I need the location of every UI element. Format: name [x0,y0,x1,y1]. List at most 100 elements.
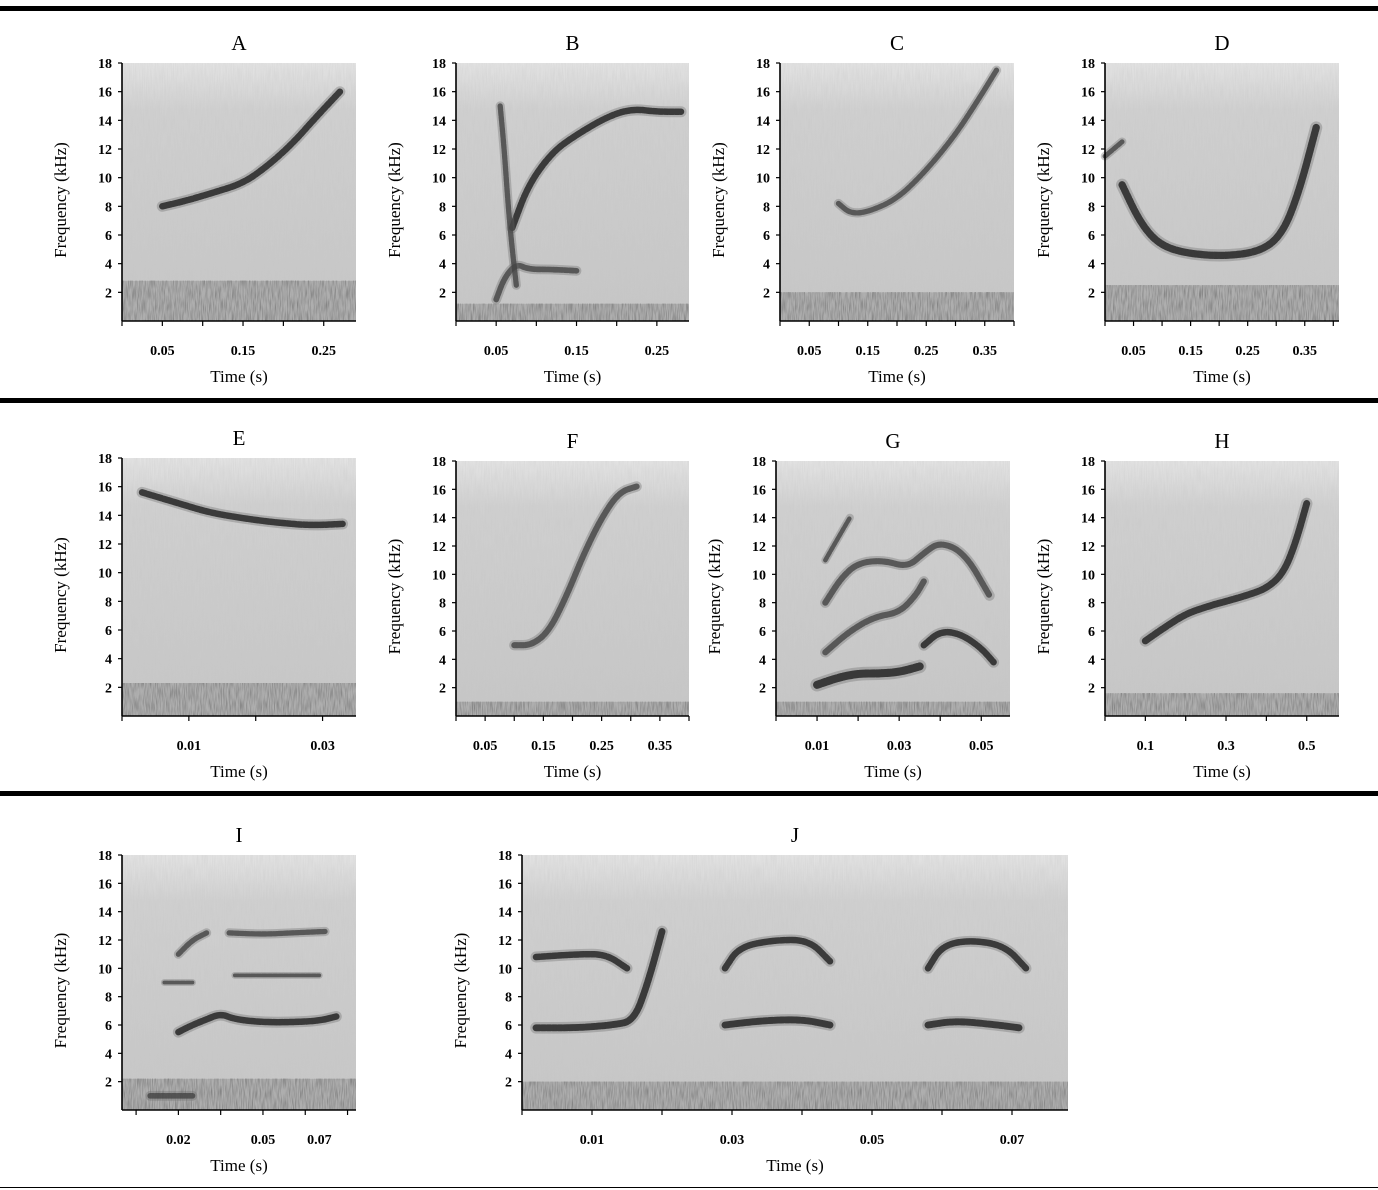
y-tick-label: 8 [105,200,112,215]
panel-title: F [567,429,579,453]
panel-j: 2 4 6 8 10 12 14 16 18 0.01 0.03 0.05 0.07 J Time (s) F… [451,823,1068,1175]
spectrogram-grain [122,63,356,321]
y-tick-label: 4 [439,258,446,273]
x-tick-label: 0.07 [307,1133,332,1148]
y-tick-label: 16 [98,481,112,496]
panel-a: 2 4 6 8 10 12 14 16 18 0.05 0.15 0.25 A Time (s) Frequ… [51,31,356,386]
x-tick-label: 0.15 [1178,344,1203,359]
y-axis-label: Frequency (kHz) [451,933,470,1049]
y-tick-label: 2 [759,682,766,697]
x-tick-label: 0.15 [564,344,589,359]
y-tick-label: 6 [105,624,112,639]
y-tick-label: 4 [1088,258,1095,273]
panel-title: E [233,426,246,450]
x-tick-label: 0.5 [1298,739,1316,754]
y-axis-label: Frequency (kHz) [709,142,728,258]
y-tick-label: 12 [98,934,112,949]
y-tick-label: 18 [756,57,770,72]
call-trace [138,489,346,529]
panel-title: D [1214,31,1229,55]
y-tick-label: 2 [105,286,112,301]
y-tick-label: 4 [439,653,446,668]
call-trace [508,106,685,232]
y-tick-label: 16 [756,86,770,101]
y-tick-label: 2 [1088,682,1095,697]
y-tick-label: 4 [105,258,112,273]
y-tick-label: 18 [98,849,112,864]
y-tick-label: 14 [432,512,446,527]
y-axis-label: Frequency (kHz) [1034,539,1053,655]
y-tick-label: 2 [105,1076,112,1091]
x-tick-label: 0.05 [251,1133,276,1148]
call-trace [532,950,631,972]
x-axis-label: Time (s) [1193,762,1250,781]
noise-band-grain [122,683,356,716]
panel-title: A [231,31,247,55]
x-axis-label: Time (s) [544,367,601,386]
y-tick-label: 10 [432,568,446,583]
call-trace [924,1018,1023,1032]
x-axis-label: Time (s) [544,762,601,781]
call-trace [159,88,344,210]
y-tick-label: 16 [98,86,112,101]
y-tick-label: 8 [1088,597,1095,612]
noise-band-grain [1105,285,1339,321]
y-tick-label: 16 [98,877,112,892]
panel-title: H [1214,429,1229,453]
call-trace [721,936,834,972]
x-tick-label: 0.05 [1121,344,1146,359]
x-tick-label: 0.01 [580,1133,605,1148]
y-axis-label: Frequency (kHz) [51,933,70,1049]
y-axis-label: Frequency (kHz) [51,142,70,258]
panel-title: B [565,31,579,55]
panel-e: 2 4 6 8 10 12 14 16 18 0.01 0.03 E Time (s) Frequency… [51,426,356,781]
panel-title: I [236,823,243,847]
y-tick-label: 12 [98,538,112,553]
x-tick-label: 0.25 [589,739,614,754]
y-tick-label: 12 [432,540,446,555]
call-trace [511,483,640,649]
panel-title: J [791,823,799,847]
x-tick-label: 0.03 [887,739,912,754]
call-trace [920,628,997,666]
panel-title: C [890,31,904,55]
call-trace [493,262,580,303]
y-tick-label: 8 [505,991,512,1006]
x-tick-label: 0.3 [1217,739,1235,754]
call-trace [813,662,924,689]
y-tick-label: 10 [1081,568,1095,583]
x-tick-label: 0.03 [310,739,335,754]
y-tick-label: 18 [1081,455,1095,470]
y-tick-label: 12 [756,143,770,158]
y-tick-label: 18 [432,57,446,72]
y-tick-label: 2 [439,682,446,697]
noise-band-grain [780,292,1014,321]
y-tick-label: 12 [752,540,766,555]
panel-b: 2 4 6 8 10 12 14 16 18 0.05 0.15 0.25 B Time (s) Frequ… [385,31,689,386]
call-trace [835,67,1000,216]
y-tick-label: 18 [432,455,446,470]
y-tick-label: 16 [432,86,446,101]
y-axis-label: Frequency (kHz) [705,539,724,655]
x-axis-label: Time (s) [1193,367,1250,386]
x-tick-label: 0.05 [484,344,509,359]
x-tick-label: 0.05 [150,344,175,359]
y-tick-label: 16 [498,877,512,892]
noise-band-grain [1105,693,1339,716]
x-tick-label: 0.1 [1137,739,1155,754]
y-tick-label: 6 [1088,229,1095,244]
y-tick-label: 6 [1088,625,1095,640]
y-axis-label: Frequency (kHz) [51,537,70,653]
y-tick-label: 10 [498,962,512,977]
y-tick-label: 4 [105,653,112,668]
panel-d: 2 4 6 8 10 12 14 16 18 0.05 0.15 0.25 0.35 D Time (s) F… [1034,31,1339,386]
x-tick-label: 0.01 [177,739,202,754]
y-tick-label: 12 [498,934,512,949]
x-axis-label: Time (s) [210,1156,267,1175]
x-tick-label: 0.05 [860,1133,885,1148]
y-axis-label: Frequency (kHz) [385,142,404,258]
y-tick-label: 14 [432,114,446,129]
x-tick-label: 0.02 [166,1133,191,1148]
call-trace [497,103,519,288]
